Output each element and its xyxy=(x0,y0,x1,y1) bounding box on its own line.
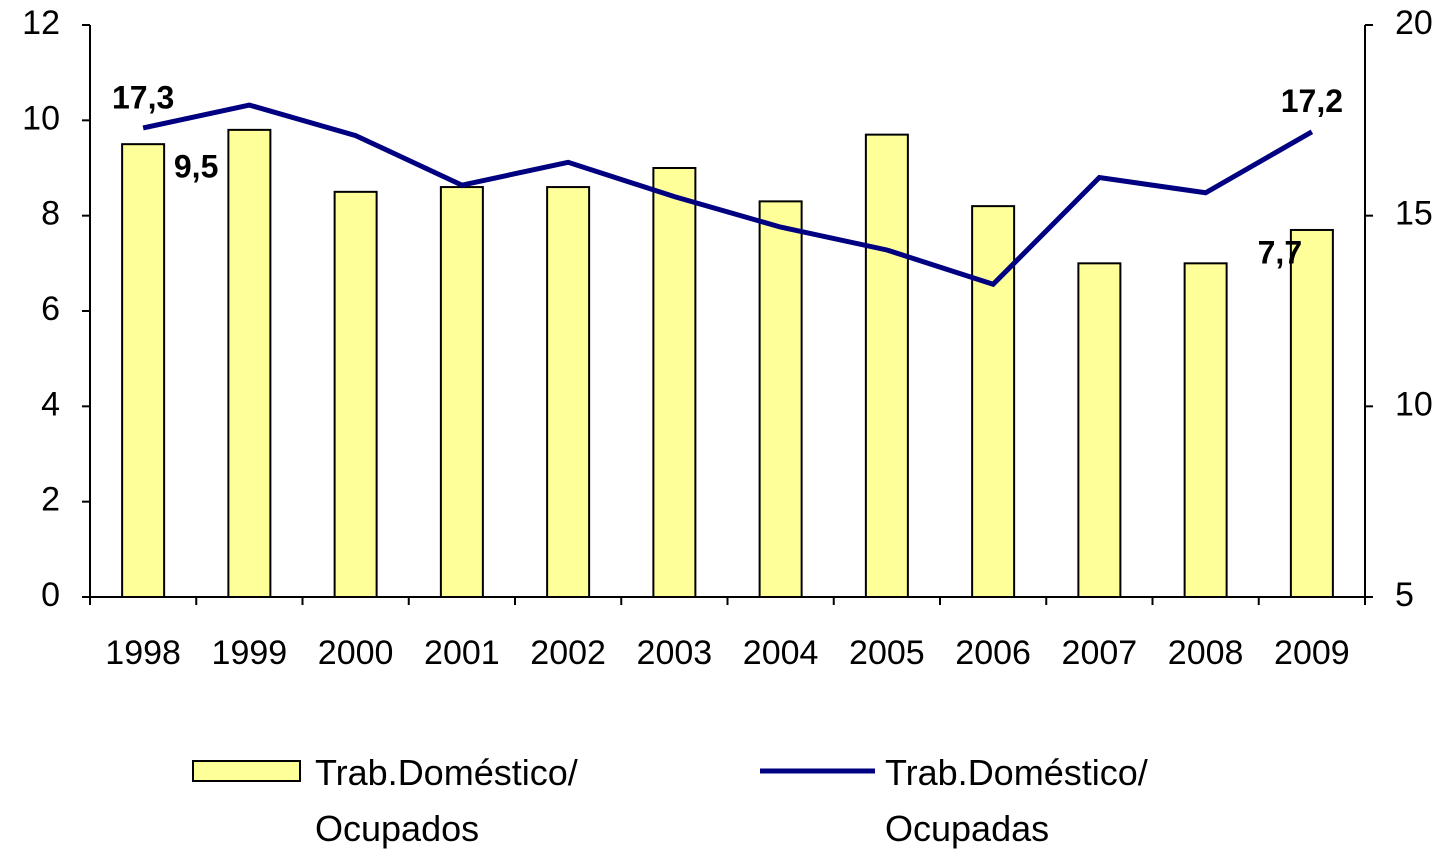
legend-label: Trab.Doméstico/ Ocupadas xyxy=(885,752,1148,849)
y2-tick-label: 15 xyxy=(1395,195,1433,233)
y-tick-label: 8 xyxy=(41,195,60,233)
y-tick-label: 12 xyxy=(22,4,60,42)
data-label: 17,3 xyxy=(112,79,174,115)
x-tick-label: 1999 xyxy=(212,634,288,672)
y-tick-label: 4 xyxy=(41,385,60,423)
data-label: 9,5 xyxy=(174,149,218,185)
x-tick-label: 1998 xyxy=(105,634,181,672)
x-tick-label: 2003 xyxy=(637,634,713,672)
bar xyxy=(121,143,166,599)
x-tick-label: 2001 xyxy=(424,634,500,672)
x-tick-label: 2000 xyxy=(318,634,394,672)
y-tick-label: 6 xyxy=(41,290,60,328)
y2-tick-label: 10 xyxy=(1395,385,1433,423)
bar xyxy=(546,186,591,598)
bar xyxy=(439,186,484,598)
bar xyxy=(1183,262,1228,598)
x-tick-label: 2008 xyxy=(1168,634,1244,672)
y2-tick-label: 5 xyxy=(1395,576,1414,614)
y2-tick-label: 20 xyxy=(1395,4,1433,42)
y-tick-label: 0 xyxy=(41,576,60,614)
bar xyxy=(758,200,803,598)
x-tick-label: 2009 xyxy=(1274,634,1350,672)
bar xyxy=(864,133,909,598)
x-tick-label: 2002 xyxy=(530,634,606,672)
bar xyxy=(333,190,378,598)
x-tick-label: 2007 xyxy=(1062,634,1138,672)
legend-swatch xyxy=(192,760,301,782)
x-tick-label: 2006 xyxy=(955,634,1031,672)
bar xyxy=(1077,262,1122,598)
line xyxy=(142,102,1314,288)
bar xyxy=(971,205,1016,598)
data-label: 7,7 xyxy=(1258,234,1302,270)
legend-label: Trab.Doméstico/ Ocupados xyxy=(315,752,578,849)
y-tick-label: 2 xyxy=(41,481,60,519)
y-tick-label: 10 xyxy=(22,99,60,137)
x-tick-label: 2005 xyxy=(849,634,925,672)
bar xyxy=(652,167,697,598)
data-label: 17,2 xyxy=(1281,83,1343,119)
x-tick-label: 2004 xyxy=(743,634,819,672)
bar xyxy=(227,128,272,598)
bar xyxy=(1289,228,1334,598)
